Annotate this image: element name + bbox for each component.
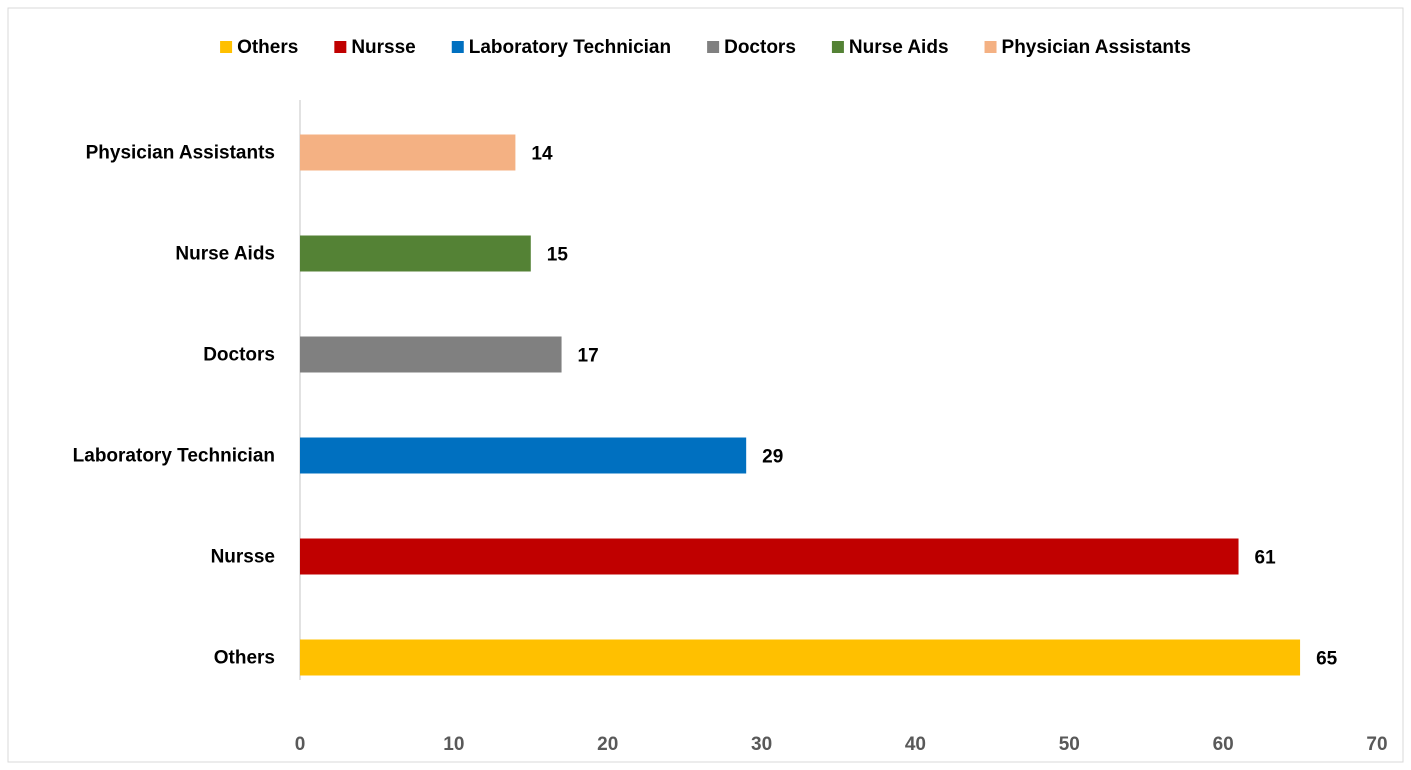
data-label: 17 — [578, 346, 599, 367]
data-label: 61 — [1255, 548, 1277, 569]
legend-label: Others — [237, 37, 298, 58]
x-tick-label: 30 — [751, 734, 772, 755]
y-tick-label: Laboratory Technician — [73, 446, 275, 467]
y-tick-label: Nurse Aids — [175, 244, 275, 265]
legend-swatch — [334, 41, 347, 53]
data-label: 65 — [1316, 649, 1338, 670]
data-label: 15 — [547, 245, 569, 266]
legend-swatch — [831, 41, 844, 53]
bar — [300, 437, 747, 474]
y-tick-label: Others — [214, 648, 275, 669]
bar — [300, 134, 516, 171]
data-label: 29 — [762, 447, 783, 468]
legend-label: Nursse — [351, 37, 415, 58]
bar — [300, 336, 562, 373]
legend-swatch — [451, 41, 464, 53]
legend-swatch — [984, 41, 997, 53]
x-tick-label: 0 — [295, 734, 306, 755]
x-tick-label: 70 — [1366, 734, 1387, 755]
legend-swatch — [220, 41, 233, 53]
legend-label: Physician Assistants — [1002, 37, 1191, 58]
data-label: 14 — [531, 144, 553, 165]
y-tick-label: Nursse — [211, 547, 275, 568]
x-tick-label: 40 — [905, 734, 926, 755]
legend-label: Laboratory Technician — [469, 37, 671, 58]
legend-label: Doctors — [724, 37, 796, 58]
x-tick-label: 10 — [443, 734, 464, 755]
y-tick-label: Physician Assistants — [86, 143, 275, 164]
bar — [300, 538, 1239, 575]
legend-label: Nurse Aids — [849, 37, 949, 58]
y-tick-label: Doctors — [203, 345, 275, 366]
bar — [300, 235, 531, 272]
x-tick-label: 60 — [1213, 734, 1234, 755]
bar — [300, 639, 1301, 676]
legend-swatch — [707, 41, 720, 53]
chart-frame — [7, 7, 1404, 763]
x-tick-label: 20 — [597, 734, 618, 755]
x-tick-label: 50 — [1059, 734, 1080, 755]
